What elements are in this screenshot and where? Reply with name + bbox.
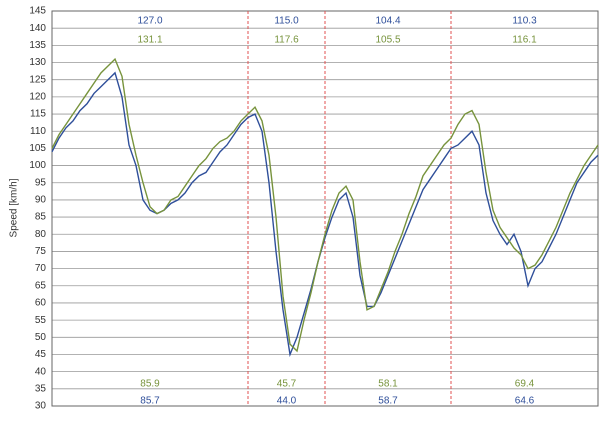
y-tick-label: 100 bbox=[29, 160, 46, 171]
y-tick-label: 45 bbox=[35, 349, 47, 360]
y-tick-label: 60 bbox=[35, 298, 47, 309]
section-value-label: 64.6 bbox=[515, 396, 535, 407]
speed-line bbox=[51, 71, 599, 358]
section-value-label: 58.7 bbox=[378, 396, 398, 407]
y-tick-label: 50 bbox=[35, 332, 47, 343]
section-value-label: 127.0 bbox=[137, 16, 162, 27]
section-value-label: 131.1 bbox=[137, 35, 162, 46]
y-tick-label: 95 bbox=[35, 177, 47, 188]
y-tick-label: 125 bbox=[29, 74, 46, 85]
y-tick-label: 75 bbox=[35, 246, 47, 257]
section-value-label: 69.4 bbox=[515, 379, 535, 390]
y-tick-label: 140 bbox=[29, 23, 46, 34]
y-tick-label: 120 bbox=[29, 92, 46, 103]
section-value-label: 115.0 bbox=[274, 16, 299, 27]
y-tick-label: 55 bbox=[35, 315, 47, 326]
section-value-label: 105.5 bbox=[375, 35, 400, 46]
y-tick-label: 135 bbox=[29, 40, 46, 51]
y-tick-label: 85 bbox=[35, 212, 47, 223]
section-value-label: 58.1 bbox=[378, 379, 398, 390]
section-value-label: 104.4 bbox=[375, 16, 400, 27]
y-tick-label: 70 bbox=[35, 263, 47, 274]
y-tick-label: 35 bbox=[35, 383, 47, 394]
section-value-label: 116.1 bbox=[512, 35, 537, 46]
section-value-label: 110.3 bbox=[512, 16, 537, 27]
y-tick-label: 40 bbox=[35, 366, 47, 377]
y-axis-label: Speed [km/h] bbox=[9, 178, 20, 237]
y-tick-label: 80 bbox=[35, 229, 47, 240]
y-tick-label: 115 bbox=[30, 109, 46, 120]
y-tick-label: 30 bbox=[35, 401, 47, 412]
y-tick-label: 90 bbox=[35, 195, 47, 206]
speed-line bbox=[51, 57, 599, 353]
section-value-label: 85.7 bbox=[140, 396, 160, 407]
section-value-label: 44.0 bbox=[277, 396, 297, 407]
section-value-label: 117.6 bbox=[274, 35, 299, 46]
y-tick-label: 65 bbox=[35, 280, 47, 291]
y-tick-label: 130 bbox=[29, 57, 46, 68]
y-tick-label: 145 bbox=[29, 6, 46, 17]
section-value-label: 45.7 bbox=[277, 379, 297, 390]
y-tick-label: 110 bbox=[30, 126, 46, 137]
y-tick-label: 105 bbox=[29, 143, 46, 154]
section-value-label: 85.9 bbox=[140, 379, 160, 390]
